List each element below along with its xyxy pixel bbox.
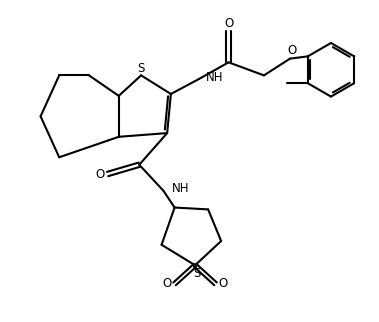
Text: S: S [138,62,145,75]
Text: NH: NH [205,71,223,84]
Text: O: O [96,167,105,181]
Text: O: O [163,277,172,290]
Text: NH: NH [172,183,189,195]
Text: O: O [224,17,233,30]
Text: O: O [218,277,228,290]
Text: O: O [287,44,296,57]
Text: S: S [193,267,200,280]
